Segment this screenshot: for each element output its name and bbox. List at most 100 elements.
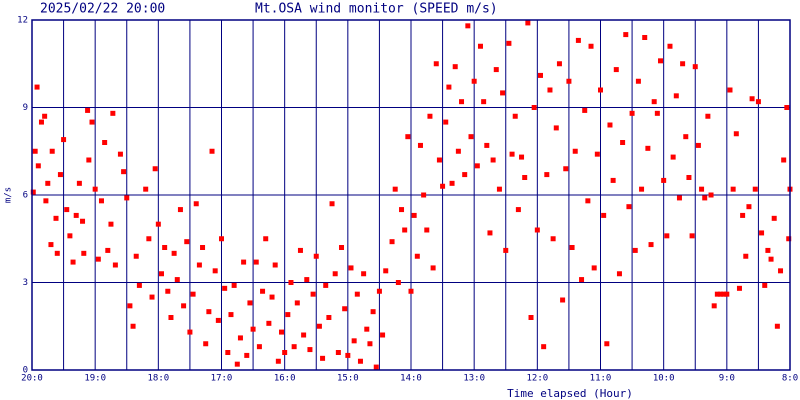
data-point: [670, 154, 676, 160]
data-point: [70, 259, 76, 265]
y-tick-label: 3: [23, 278, 28, 288]
data-point: [241, 259, 247, 265]
data-point: [714, 291, 720, 297]
data-point: [487, 230, 493, 236]
data-point: [408, 288, 414, 294]
data-point: [376, 288, 382, 294]
data-point: [474, 163, 480, 169]
data-point: [165, 288, 171, 294]
data-point: [746, 204, 752, 210]
data-point: [136, 282, 142, 288]
data-point: [117, 151, 123, 157]
data-point: [695, 142, 701, 148]
data-point: [515, 207, 521, 213]
data-point: [585, 198, 591, 204]
data-point: [272, 262, 278, 268]
data-point: [339, 245, 345, 250]
data-point: [522, 175, 528, 180]
data-point: [629, 110, 635, 116]
y-tick-label: 0: [23, 366, 28, 376]
data-point: [357, 358, 363, 364]
data-point: [206, 309, 212, 315]
data-point: [332, 271, 338, 277]
data-point: [730, 186, 736, 192]
data-point: [414, 253, 420, 259]
data-point: [184, 239, 190, 245]
data-point: [342, 306, 348, 312]
data-point: [648, 242, 654, 248]
data-point: [676, 195, 682, 201]
data-point: [102, 140, 108, 145]
data-point: [433, 61, 439, 67]
data-point: [162, 245, 168, 250]
data-point: [402, 227, 408, 233]
data-point: [727, 87, 733, 93]
data-point: [443, 119, 449, 125]
data-point: [181, 303, 187, 309]
data-point: [196, 262, 202, 268]
data-point: [471, 78, 477, 84]
data-point: [364, 326, 370, 332]
x-tick-label: 10:0: [653, 374, 675, 384]
data-point: [34, 84, 40, 90]
data-point: [490, 157, 496, 163]
data-point: [724, 291, 730, 297]
data-point: [370, 309, 376, 315]
data-point: [509, 151, 515, 157]
data-point: [168, 315, 174, 320]
data-point: [57, 172, 63, 178]
data-point: [203, 341, 209, 347]
x-tick-label: 20:0: [21, 374, 43, 384]
data-point: [781, 157, 787, 163]
data-point: [187, 329, 193, 335]
data-point: [743, 253, 749, 259]
plot-border: [31, 19, 791, 371]
data-point: [275, 358, 281, 364]
data-point: [98, 198, 104, 204]
data-point: [699, 186, 705, 192]
x-tick-label: 15:0: [337, 374, 359, 384]
data-point: [613, 67, 619, 73]
timestamp: 2025/02/22 20:00: [40, 2, 165, 17]
x-tick-label: 12:0: [526, 374, 548, 384]
data-point: [718, 291, 724, 297]
data-point: [105, 247, 111, 253]
data-point: [61, 137, 67, 143]
data-point: [579, 277, 585, 283]
data-point: [705, 113, 711, 119]
data-point: [345, 352, 351, 358]
data-point: [708, 192, 714, 198]
data-point: [253, 259, 259, 265]
data-point: [92, 186, 98, 192]
data-point: [316, 323, 322, 329]
data-point: [680, 61, 686, 67]
data-point: [133, 253, 139, 259]
data-point: [86, 157, 92, 163]
data-point: [424, 227, 430, 233]
data-point: [623, 32, 629, 38]
data-point: [465, 23, 471, 29]
data-point: [405, 134, 411, 140]
data-point: [294, 300, 300, 306]
data-point: [594, 151, 600, 157]
data-point: [200, 245, 206, 250]
data-point: [260, 288, 266, 294]
data-point: [645, 145, 651, 151]
data-point: [215, 317, 221, 323]
data-point: [477, 43, 483, 49]
data-point: [222, 285, 228, 291]
data-point: [146, 236, 152, 242]
data-point: [541, 344, 547, 350]
data-point: [329, 201, 335, 207]
y-axis-label: m/s: [4, 187, 14, 203]
data-point: [626, 204, 632, 210]
data-point: [108, 221, 114, 227]
data-point: [446, 84, 452, 90]
data-point: [733, 131, 739, 137]
data-point: [563, 166, 569, 172]
data-point: [651, 99, 657, 105]
data-point: [692, 64, 698, 70]
data-point: [525, 20, 531, 26]
data-point: [575, 37, 581, 43]
